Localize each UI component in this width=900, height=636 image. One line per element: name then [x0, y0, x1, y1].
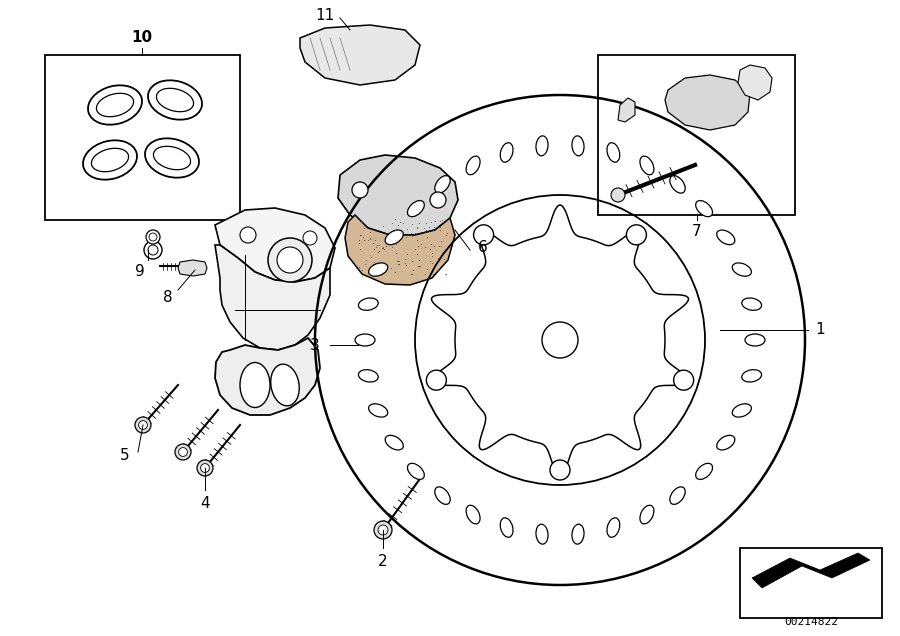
Circle shape	[178, 448, 187, 457]
Ellipse shape	[742, 370, 761, 382]
Polygon shape	[345, 215, 455, 285]
Text: 5: 5	[121, 448, 130, 462]
Circle shape	[139, 420, 148, 429]
Polygon shape	[665, 75, 750, 130]
Polygon shape	[752, 553, 870, 588]
Polygon shape	[215, 338, 320, 415]
Circle shape	[430, 192, 446, 208]
Circle shape	[268, 238, 312, 282]
Ellipse shape	[369, 263, 388, 276]
Circle shape	[378, 525, 388, 535]
Ellipse shape	[742, 298, 761, 310]
Text: 11: 11	[315, 8, 335, 22]
Circle shape	[542, 322, 578, 358]
Ellipse shape	[369, 404, 388, 417]
Polygon shape	[178, 260, 207, 276]
Circle shape	[352, 182, 368, 198]
Text: 10: 10	[131, 31, 153, 46]
Ellipse shape	[500, 142, 513, 162]
Polygon shape	[738, 65, 772, 100]
Circle shape	[197, 460, 213, 476]
Bar	[598, 55, 795, 215]
Ellipse shape	[745, 334, 765, 346]
Ellipse shape	[271, 364, 300, 406]
Ellipse shape	[536, 136, 548, 156]
Ellipse shape	[716, 230, 735, 245]
Ellipse shape	[157, 88, 194, 112]
Circle shape	[626, 225, 646, 245]
Polygon shape	[215, 245, 330, 350]
Ellipse shape	[240, 363, 270, 408]
Circle shape	[277, 247, 303, 273]
Polygon shape	[618, 98, 635, 122]
Text: 4: 4	[200, 497, 210, 511]
Circle shape	[149, 233, 157, 241]
Ellipse shape	[83, 141, 137, 180]
Polygon shape	[432, 205, 688, 475]
Ellipse shape	[572, 524, 584, 544]
Text: 6: 6	[478, 240, 488, 256]
Polygon shape	[338, 155, 458, 235]
Circle shape	[201, 464, 210, 473]
Bar	[740, 548, 882, 618]
Ellipse shape	[466, 505, 480, 524]
Circle shape	[175, 444, 191, 460]
Circle shape	[473, 225, 493, 245]
Ellipse shape	[88, 85, 142, 125]
Text: 1: 1	[815, 322, 824, 338]
Text: 7: 7	[692, 225, 702, 240]
Ellipse shape	[716, 435, 735, 450]
Text: 8: 8	[163, 291, 173, 305]
Ellipse shape	[153, 146, 191, 170]
Circle shape	[550, 460, 570, 480]
Ellipse shape	[148, 80, 202, 120]
Ellipse shape	[435, 176, 450, 193]
Polygon shape	[300, 25, 420, 85]
Ellipse shape	[96, 93, 133, 117]
Ellipse shape	[500, 518, 513, 537]
Ellipse shape	[536, 524, 548, 544]
Ellipse shape	[572, 136, 584, 156]
Ellipse shape	[670, 487, 685, 504]
Ellipse shape	[733, 263, 751, 276]
Circle shape	[427, 370, 446, 390]
Circle shape	[303, 231, 317, 245]
Text: 00214822: 00214822	[784, 617, 838, 627]
Ellipse shape	[408, 200, 424, 217]
Ellipse shape	[355, 334, 375, 346]
Ellipse shape	[670, 176, 685, 193]
Ellipse shape	[92, 148, 129, 172]
Circle shape	[611, 188, 625, 202]
Ellipse shape	[385, 435, 403, 450]
Text: 3: 3	[310, 338, 320, 352]
Bar	[45, 55, 240, 220]
Polygon shape	[215, 208, 335, 282]
Ellipse shape	[640, 505, 654, 524]
Text: 9: 9	[135, 265, 145, 279]
Ellipse shape	[640, 156, 654, 175]
Ellipse shape	[607, 142, 620, 162]
Ellipse shape	[408, 463, 424, 480]
Ellipse shape	[696, 200, 713, 217]
Circle shape	[673, 370, 694, 390]
Ellipse shape	[466, 156, 480, 175]
Circle shape	[240, 227, 256, 243]
Ellipse shape	[435, 487, 450, 504]
Circle shape	[374, 521, 392, 539]
Ellipse shape	[145, 138, 199, 177]
Ellipse shape	[385, 230, 403, 245]
Ellipse shape	[358, 370, 378, 382]
Circle shape	[146, 230, 160, 244]
Circle shape	[144, 241, 162, 259]
Ellipse shape	[607, 518, 620, 537]
Circle shape	[315, 95, 805, 585]
Circle shape	[148, 245, 158, 255]
Ellipse shape	[358, 298, 378, 310]
Ellipse shape	[696, 463, 713, 480]
Circle shape	[135, 417, 151, 433]
Text: 2: 2	[378, 555, 388, 569]
Ellipse shape	[733, 404, 751, 417]
